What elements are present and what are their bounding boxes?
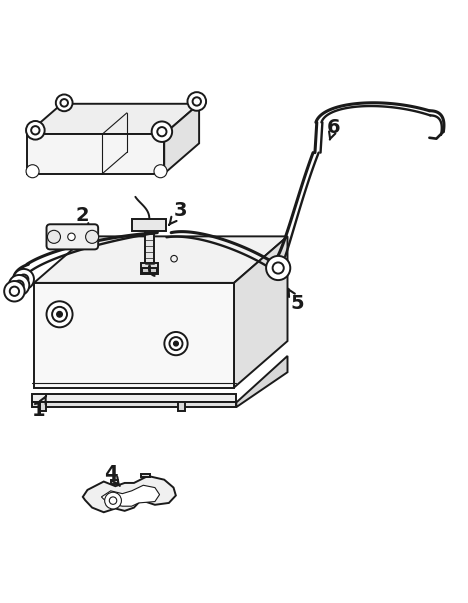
Polygon shape [236, 356, 287, 407]
Text: 1: 1 [32, 396, 46, 420]
Polygon shape [32, 394, 236, 402]
Polygon shape [234, 236, 287, 388]
Polygon shape [178, 402, 185, 411]
Polygon shape [142, 268, 157, 273]
Circle shape [154, 165, 167, 178]
Circle shape [266, 256, 290, 280]
Circle shape [47, 230, 60, 244]
Text: 5: 5 [288, 289, 304, 314]
Text: 2: 2 [76, 206, 89, 231]
Circle shape [4, 281, 25, 302]
Circle shape [60, 99, 68, 107]
Polygon shape [38, 402, 45, 411]
Polygon shape [27, 104, 199, 134]
Polygon shape [145, 227, 154, 267]
Text: 4: 4 [104, 464, 120, 486]
Text: 3: 3 [169, 201, 187, 225]
Circle shape [110, 497, 117, 504]
Circle shape [157, 127, 167, 136]
Polygon shape [102, 485, 160, 506]
Polygon shape [111, 479, 117, 484]
Circle shape [9, 275, 29, 295]
Circle shape [14, 269, 34, 289]
Circle shape [152, 121, 172, 142]
Circle shape [46, 302, 73, 327]
Circle shape [26, 165, 39, 178]
Polygon shape [141, 473, 150, 477]
Circle shape [105, 492, 121, 509]
Circle shape [188, 92, 206, 111]
Polygon shape [83, 476, 176, 512]
Polygon shape [32, 402, 236, 407]
Circle shape [193, 97, 201, 106]
Circle shape [26, 121, 44, 140]
FancyBboxPatch shape [46, 224, 98, 250]
Text: 6: 6 [327, 118, 341, 140]
Circle shape [169, 337, 183, 350]
Polygon shape [164, 104, 199, 174]
Circle shape [56, 95, 73, 111]
Polygon shape [34, 236, 287, 283]
Circle shape [86, 230, 99, 244]
Circle shape [174, 341, 178, 346]
Polygon shape [141, 264, 158, 274]
Circle shape [19, 274, 29, 284]
Polygon shape [132, 219, 166, 231]
Circle shape [31, 126, 39, 134]
Circle shape [164, 332, 188, 355]
Circle shape [15, 280, 24, 290]
Polygon shape [34, 283, 234, 388]
Polygon shape [27, 134, 164, 174]
Circle shape [52, 307, 67, 322]
Circle shape [10, 286, 19, 296]
Circle shape [273, 262, 284, 274]
Circle shape [57, 312, 62, 317]
Circle shape [68, 233, 75, 241]
